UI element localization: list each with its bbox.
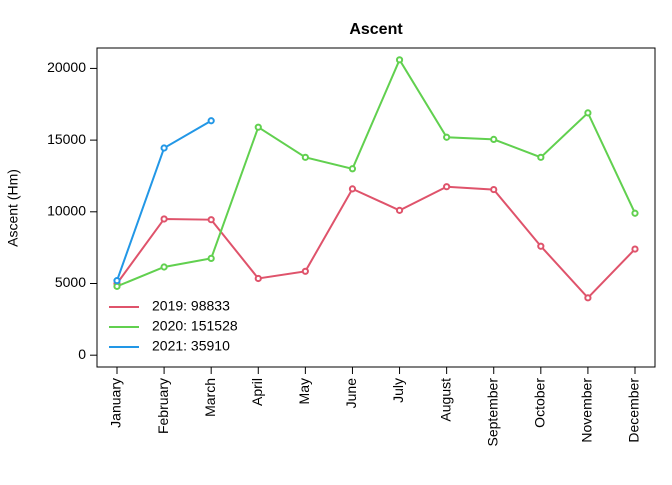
- y-axis-label: Ascent (Hm): [5, 169, 21, 247]
- point: [207, 254, 215, 263]
- point: [584, 109, 592, 117]
- y-tick-label: 0: [78, 346, 86, 362]
- x-tick-label: November: [579, 378, 595, 443]
- point: [443, 133, 451, 141]
- y-tick-label: 20000: [47, 59, 86, 75]
- x-tick-label: June: [343, 378, 359, 409]
- point: [160, 263, 168, 271]
- point: [443, 183, 451, 191]
- y-tick-label: 15000: [47, 131, 86, 147]
- x-tick-label: April: [249, 378, 265, 406]
- series-line: [116, 57, 636, 288]
- point: [631, 209, 639, 217]
- point: [301, 267, 309, 275]
- point: [254, 274, 262, 283]
- x-tick-label: February: [155, 378, 171, 434]
- y-tick-label: 10000: [47, 203, 86, 219]
- plot-box: [96, 47, 656, 368]
- point: [160, 144, 168, 152]
- point: [207, 216, 215, 224]
- point: [348, 185, 357, 193]
- legend-label: 2021: 35910: [152, 338, 230, 354]
- x-tick-label: December: [626, 378, 642, 443]
- point: [490, 185, 498, 194]
- x-tick-label: August: [437, 378, 453, 422]
- x-tick-label: October: [532, 378, 548, 428]
- legend-label: 2019: 98833: [152, 298, 230, 314]
- x-tick-label: July: [390, 378, 406, 403]
- point: [254, 123, 262, 131]
- x-tick-label: September: [484, 378, 500, 447]
- chart-title: Ascent: [349, 21, 403, 38]
- point: [395, 56, 404, 64]
- series-line: [116, 185, 636, 300]
- point: [584, 294, 592, 302]
- point: [537, 153, 545, 161]
- point: [160, 215, 168, 223]
- point: [631, 245, 639, 253]
- point: [490, 135, 498, 143]
- point: [395, 206, 404, 214]
- point: [113, 282, 121, 290]
- point: [348, 165, 357, 173]
- point: [537, 242, 545, 250]
- legend-label: 2020: 151528: [152, 318, 238, 334]
- point: [207, 117, 215, 125]
- point: [301, 153, 309, 161]
- x-tick-label: March: [202, 378, 218, 417]
- x-tick-label: January: [108, 378, 124, 428]
- point: [113, 277, 121, 285]
- x-tick-label: May: [296, 378, 312, 404]
- y-tick-label: 5000: [55, 274, 86, 290]
